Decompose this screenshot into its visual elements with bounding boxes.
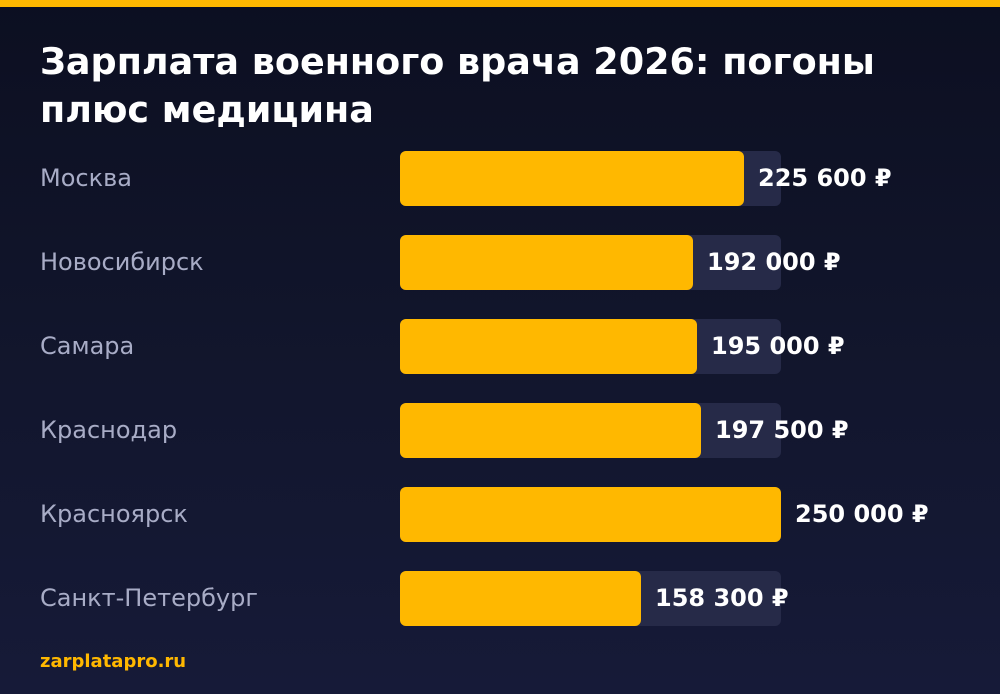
- value-label: 195 000 ₽: [711, 332, 845, 360]
- chart-title: Зарплата военного врача 2026: погоны плю…: [40, 40, 875, 131]
- category-label: Самара: [40, 332, 135, 360]
- value-label: 158 300 ₽: [655, 584, 789, 612]
- bar-row: Самара 195 000 ₽: [0, 318, 1000, 374]
- value-label: 225 600 ₽: [758, 164, 892, 192]
- category-label: Красноярск: [40, 500, 188, 528]
- value-label: 197 500 ₽: [715, 416, 849, 444]
- bar-row: Новосибирск 192 000 ₽: [0, 234, 1000, 290]
- category-label: Краснодар: [40, 416, 178, 444]
- bar: [400, 487, 781, 542]
- top-accent-stripe: [0, 0, 1000, 7]
- bar: [400, 571, 641, 626]
- bar-row: Красноярск 250 000 ₽: [0, 486, 1000, 542]
- bar: [400, 151, 744, 206]
- value-label: 250 000 ₽: [795, 500, 929, 528]
- value-label: 192 000 ₽: [707, 248, 841, 276]
- bar: [400, 403, 701, 458]
- bar: [400, 235, 693, 290]
- bar-row: Москва 225 600 ₽: [0, 150, 1000, 206]
- bar: [400, 319, 697, 374]
- category-label: Санкт-Петербург: [40, 584, 258, 612]
- bar-row: Краснодар 197 500 ₽: [0, 402, 1000, 458]
- category-label: Москва: [40, 164, 132, 192]
- bar-row: Санкт-Петербург 158 300 ₽: [0, 570, 1000, 626]
- source-label: zarplatapro.ru: [40, 651, 187, 672]
- category-label: Новосибирск: [40, 248, 204, 276]
